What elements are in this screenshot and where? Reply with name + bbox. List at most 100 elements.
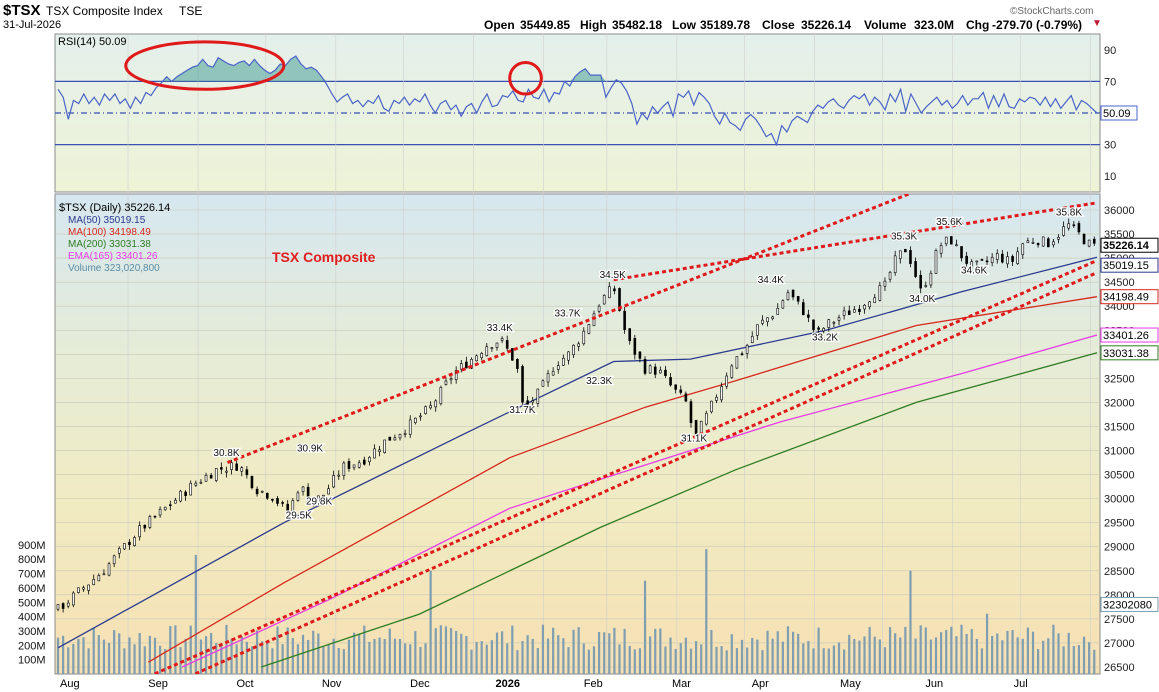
month-label: Dec [410, 678, 430, 690]
volume-bar [378, 637, 381, 674]
candle-body [414, 417, 417, 424]
volume-bar [888, 627, 892, 674]
volume-bar [404, 643, 407, 674]
candle-body [429, 405, 432, 409]
candle-body [1057, 236, 1060, 240]
candle-body [179, 490, 182, 502]
candle-body [112, 555, 116, 565]
candle-body [373, 448, 376, 459]
volume-bar [301, 634, 305, 674]
volume-tick: 600M [18, 583, 46, 595]
volume-bar [153, 637, 157, 674]
peak-label: 34.0K [909, 294, 935, 305]
candle-body [230, 462, 233, 470]
ma-line-MA(100) [147, 296, 1098, 663]
peak-label: 30.9K [297, 443, 323, 454]
candle-body [1041, 236, 1045, 247]
ma-line-MA(200) [261, 352, 1098, 668]
volume-bar [746, 647, 749, 674]
volume-bar [133, 644, 136, 674]
low-value: 35189.78 [700, 18, 751, 32]
ma-line-MA(50) [57, 256, 1098, 649]
volume-bar [358, 633, 361, 674]
candle-body [123, 543, 126, 550]
chart-date: 31-Jul-2026 [3, 19, 62, 31]
right-value-text: 34198.49 [1103, 292, 1149, 304]
volume-bar [562, 638, 565, 674]
candle-body [465, 361, 468, 369]
volume-bar [286, 627, 289, 674]
volume-bar [455, 631, 458, 674]
volume-bar [996, 633, 999, 674]
trendline-2 [150, 259, 1098, 674]
volume-bar [56, 637, 60, 674]
volume-bar [189, 625, 192, 674]
legend-ma200: MA(200) 33031.38 [68, 239, 151, 250]
candle-body [107, 563, 111, 576]
rsi-highlight-ellipse-0 [124, 40, 286, 91]
candle-body [893, 255, 897, 273]
volume-bar [546, 638, 550, 674]
volume-bar [92, 627, 95, 674]
candle-body [1077, 223, 1081, 233]
candle-body [597, 305, 601, 312]
volume-bar [955, 636, 958, 674]
volume-bar [756, 639, 759, 674]
volume-bar [715, 646, 718, 674]
volume-bar [541, 624, 545, 674]
volume-bar [577, 627, 580, 674]
volume-bar [919, 625, 922, 674]
peak-label: 35.8K [1056, 208, 1082, 219]
volume-bar [628, 645, 631, 674]
volume-bar [123, 648, 126, 674]
month-label: Feb [584, 678, 603, 690]
candle-body [454, 370, 458, 380]
candle-body [444, 380, 448, 385]
candle-body [500, 338, 504, 341]
volume-bar [255, 630, 259, 674]
rsi-tick: 70 [1104, 76, 1116, 88]
peak-label: 34.4K [758, 275, 784, 286]
rsi-series [57, 55, 1098, 147]
volume-bar [924, 627, 927, 674]
volume-bar [868, 626, 871, 674]
month-label: Apr [752, 678, 769, 690]
legend-tsx: $TSX (Daily) 35226.14 [59, 202, 170, 214]
volume-bar [710, 629, 713, 674]
volume-bar [557, 635, 560, 674]
peak-label: 34.6K [961, 265, 987, 276]
volume-bar [143, 646, 146, 674]
candle-body [92, 578, 96, 585]
index-name: TSX Composite Index [46, 4, 163, 18]
volume-bar [1006, 630, 1009, 674]
candle-body [669, 377, 672, 386]
volume-bar [633, 649, 636, 674]
rsi-highlight-ellipse-1 [508, 60, 543, 96]
candle-body [567, 351, 570, 361]
volume-bar [766, 630, 769, 674]
volume-bar [843, 649, 846, 674]
volume-bar [383, 638, 386, 674]
candle-body [276, 498, 279, 504]
volume-bars [56, 549, 1096, 674]
candle-body [776, 308, 780, 315]
candle-body [786, 292, 790, 301]
peak-label: 32.3K [586, 376, 612, 387]
volume-bar [449, 628, 453, 674]
volume-bar [618, 644, 621, 674]
high-label: High [580, 18, 607, 32]
candle-body [1092, 238, 1096, 244]
candle-body [77, 587, 80, 593]
volume-bar [684, 637, 687, 674]
peak-label: 33.2K [812, 333, 838, 344]
candle-body [439, 387, 443, 405]
candle-body [562, 357, 565, 366]
peak-label: 31.1K [681, 434, 707, 445]
volume-bar [215, 643, 218, 674]
month-label: Sep [148, 678, 168, 690]
volume-bar [490, 640, 493, 674]
candle-body [393, 437, 397, 441]
volume-bar [158, 645, 162, 674]
candle-body [704, 412, 708, 425]
legend-ma50: MA(50) 35019.15 [68, 215, 146, 226]
